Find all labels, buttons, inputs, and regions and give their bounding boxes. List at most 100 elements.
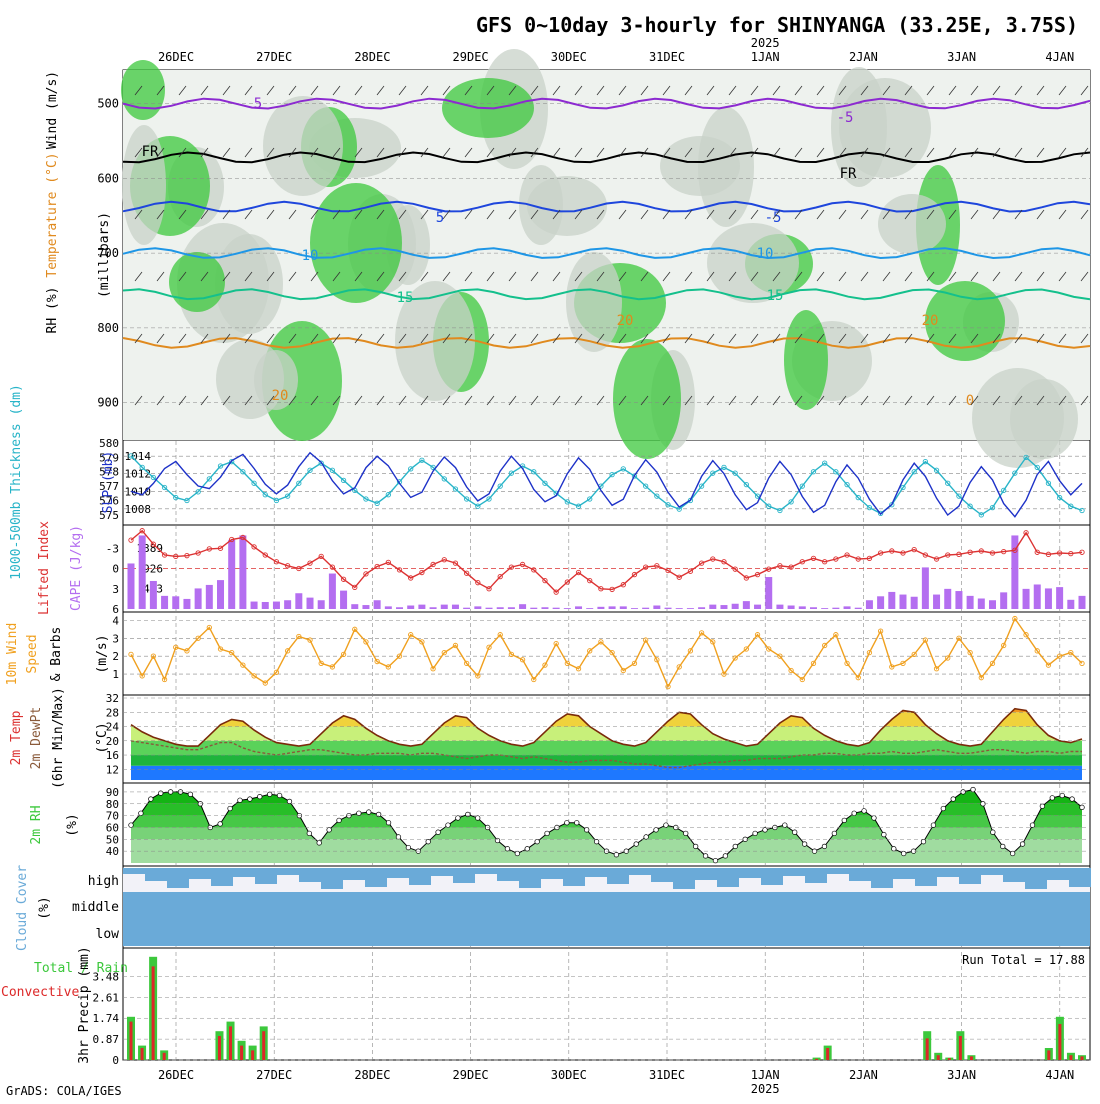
wind-tick-label: 4	[112, 614, 119, 627]
wind-speed-point	[542, 662, 548, 668]
cloud-high-bar	[255, 868, 277, 884]
rh-point	[187, 791, 194, 797]
li-axis-label: Lifted Index	[37, 521, 52, 615]
cape-bar	[1033, 584, 1041, 609]
wind-barb	[156, 147, 165, 158]
wind-speed-point	[240, 662, 246, 668]
rh-shade	[122, 125, 166, 245]
rh-shade	[121, 60, 165, 120]
cape-bar	[440, 604, 448, 609]
wind-barb	[662, 85, 671, 96]
wind-barb	[948, 271, 957, 282]
pressure-tick-label: 800	[97, 321, 119, 335]
cloud-high-bar	[937, 868, 959, 877]
wind-barb	[838, 147, 847, 158]
slp-line	[130, 451, 1083, 518]
cape-bar	[149, 580, 157, 609]
wind-barb	[222, 395, 231, 406]
wind-speed-point	[273, 669, 280, 675]
wind-barb	[992, 147, 1001, 158]
wind-speed-point	[385, 664, 391, 670]
thickness-tick-label: 578	[99, 466, 119, 479]
wind-barb	[332, 209, 341, 220]
cape-bar	[619, 606, 627, 609]
rh-point	[683, 830, 689, 837]
rh-point	[564, 820, 570, 826]
wind-barb	[376, 147, 385, 158]
wind-barb	[1058, 85, 1067, 96]
wind-barb	[1014, 209, 1023, 220]
rh-point	[881, 831, 887, 838]
lifted-index-point	[553, 589, 559, 595]
wind-barb	[354, 147, 363, 158]
cape-bar	[340, 590, 348, 609]
wind-barb	[442, 147, 451, 158]
rh-tick-label: 60	[106, 821, 119, 834]
lifted-index-point	[676, 574, 682, 580]
thickness-point	[340, 477, 347, 483]
rh-point	[158, 790, 164, 796]
cloud-axis-label: Cloud Cover	[15, 865, 30, 951]
thickness-point	[575, 503, 582, 509]
wind-barb	[772, 395, 781, 406]
wind-barb	[156, 395, 165, 406]
wind-barb	[508, 85, 517, 96]
cloud-high-bar	[277, 868, 299, 875]
wind-barb	[662, 147, 671, 158]
wind-barb	[992, 209, 1001, 220]
precip-conv-bar	[1058, 1024, 1062, 1060]
cloud-high-bar	[1003, 868, 1025, 882]
wind-barb	[794, 209, 803, 220]
wind-barb	[640, 147, 649, 158]
rh2m-unit-label: (%)	[65, 813, 80, 836]
lifted-index-point	[307, 560, 313, 566]
wind-barb	[772, 85, 781, 96]
wind-barb	[222, 271, 231, 282]
wind-barb	[794, 395, 803, 406]
lifted-index-point	[318, 553, 324, 559]
thickness-point	[1045, 480, 1052, 486]
pressure-tick-label: 500	[97, 97, 119, 111]
temp-tick-label: 28	[106, 706, 119, 719]
thickness-point	[374, 500, 380, 506]
wind-barb	[574, 85, 583, 96]
rh-point	[465, 811, 471, 818]
wind-barb	[618, 333, 627, 344]
precip-conv-bar	[936, 1055, 940, 1060]
wind-barb	[684, 209, 693, 220]
pressure-tick-label: 700	[97, 246, 119, 260]
rh-point	[366, 809, 372, 815]
wind-barb	[684, 271, 693, 282]
cape-bar	[765, 577, 773, 609]
top-date-label: 27DEC	[256, 50, 292, 64]
cloud-high-bar	[1025, 868, 1047, 889]
thickness-point	[419, 457, 425, 463]
wind-barb	[178, 333, 187, 344]
isotherm-line	[122, 247, 1091, 260]
cape-bar	[597, 606, 605, 609]
cape-bar	[183, 598, 191, 609]
precip-conv-bar	[162, 1052, 166, 1060]
thickness-tick-label: 575	[99, 509, 119, 522]
wind-barb	[618, 209, 627, 220]
wind-barb	[728, 147, 737, 158]
wind-barb	[288, 333, 297, 344]
bottom-year-label: 2025	[751, 1082, 780, 1096]
lifted-index-point	[665, 567, 671, 574]
wind-barb	[904, 147, 913, 158]
cloud-high-bar	[871, 868, 893, 888]
rh-point	[1049, 795, 1055, 801]
wind-barb	[178, 147, 187, 158]
wind-barb	[222, 209, 231, 220]
rh-point	[1079, 804, 1085, 810]
precip-tick-label: 1.74	[93, 1012, 120, 1025]
wind-speed-point	[519, 657, 526, 663]
wind-speed-point	[866, 649, 873, 656]
precip-conv-bar	[1080, 1056, 1084, 1060]
wind-barb	[574, 271, 583, 282]
wind-barb	[1014, 395, 1023, 406]
thickness-point	[1023, 454, 1029, 461]
wind-speed-point	[1001, 642, 1007, 649]
rh-point	[732, 843, 738, 850]
rh-axis-label: RH (%)	[45, 287, 60, 334]
